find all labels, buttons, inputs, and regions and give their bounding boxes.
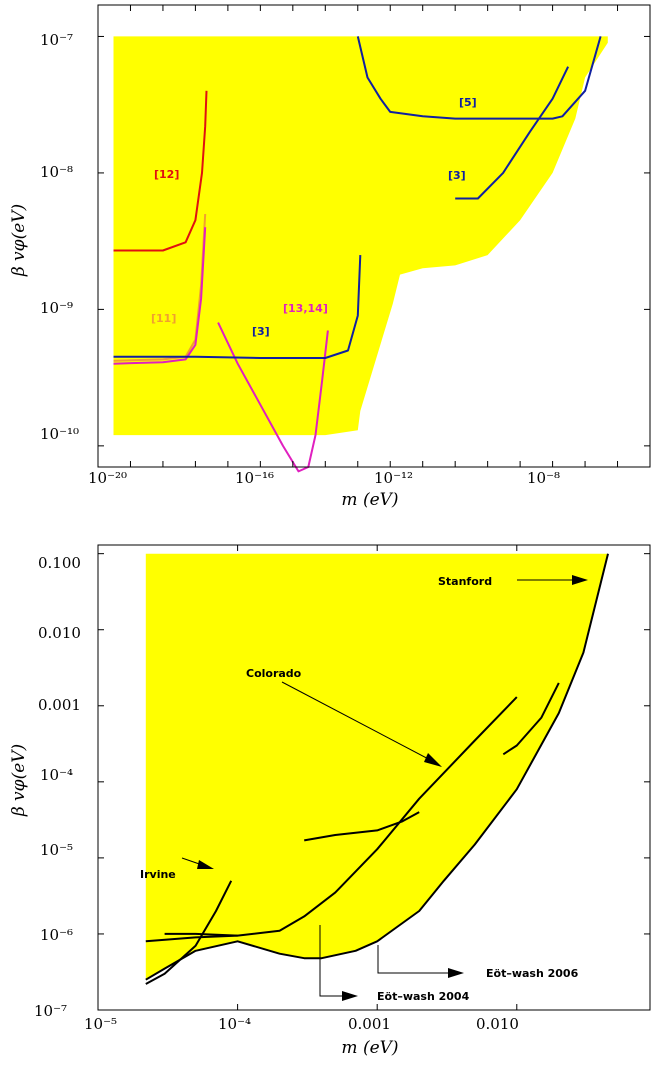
top-series-line-2 <box>113 227 207 365</box>
top-series-line-3 <box>217 322 329 473</box>
top-excluded-polygon <box>113 36 608 436</box>
top-series-line-4 <box>113 255 362 359</box>
bottom-series-line-5 <box>502 682 560 756</box>
arrow-eotwash-2004 <box>319 925 344 997</box>
bottom-panel: 10⁻⁵ 10⁻⁴ 0.001 0.010 10⁻⁷ 10⁻⁶ 10⁻⁵ 10⁻… <box>9 544 651 1058</box>
bottom-frame <box>97 544 651 1011</box>
bottom-series-line-0 <box>145 880 233 985</box>
label-ref-5: [5] <box>459 96 477 109</box>
bottom-xtick-1: 10⁻⁴ <box>218 1015 251 1033</box>
top-xlabel: m (eV) <box>341 490 398 510</box>
bottom-ytick-4: 0.001 <box>38 696 81 714</box>
bottom-ytick-6: 0.100 <box>38 554 81 572</box>
bottom-ytick-0: 10⁻⁷ <box>34 1002 67 1020</box>
bottom-ytick-1: 10⁻⁶ <box>40 926 73 944</box>
arrow-eotwash-2006 <box>377 945 450 974</box>
top-ytick-1: 10⁻⁹ <box>40 299 73 317</box>
bottom-series-line-4 <box>164 932 238 937</box>
bottom-series-line-1 <box>145 696 518 943</box>
top-series-line-6 <box>356 36 602 120</box>
top-ylabel: β vφ(eV) <box>9 204 29 277</box>
bottom-ylabel: β vφ(eV) <box>9 744 29 817</box>
label-eotwash-2004: Eöt–wash 2004 <box>377 990 470 1003</box>
bottom-ytick-5: 0.010 <box>38 624 81 642</box>
label-ref-3-right: [3] <box>448 169 466 182</box>
bottom-ticks <box>97 545 650 1011</box>
arrowhead-stanford <box>572 575 588 585</box>
label-ref-3-left: [3] <box>252 325 270 338</box>
top-xtick-3: 10⁻⁸ <box>527 469 560 487</box>
bottom-xtick-2: 0.001 <box>348 1015 391 1033</box>
label-eotwash-2006: Eöt–wash 2006 <box>486 967 579 980</box>
bottom-series-line-2 <box>145 553 609 981</box>
bottom-series-line-3 <box>304 811 420 842</box>
bottom-ytick-2: 10⁻⁵ <box>40 841 73 859</box>
bottom-xtick-0: 10⁻⁵ <box>84 1015 117 1033</box>
bottom-xtick-3: 0.010 <box>476 1015 519 1033</box>
top-excluded-region <box>113 36 608 436</box>
bottom-excluded-region <box>145 553 609 980</box>
bottom-ytick-3: 10⁻⁴ <box>40 766 73 784</box>
top-series-line-0 <box>113 90 208 252</box>
arrowhead-eotwash-2004 <box>342 991 358 1001</box>
bottom-xlabel: m (eV) <box>341 1038 398 1058</box>
arrowhead-irvine <box>197 860 214 869</box>
top-ytick-0: 10⁻¹⁰ <box>40 425 79 443</box>
label-ref-13-14: [13,14] <box>283 302 328 315</box>
top-series-line-5 <box>455 66 569 200</box>
bottom-excluded-polygon <box>145 553 609 980</box>
top-ytick-3: 10⁻⁷ <box>40 31 73 49</box>
top-xtick-0: 10⁻²⁰ <box>88 469 127 487</box>
label-ref-11: [11] <box>151 312 176 325</box>
label-ref-12: [12] <box>154 168 179 181</box>
top-xtick-1: 10⁻¹⁶ <box>235 469 274 487</box>
top-frame <box>97 4 651 468</box>
top-panel: 10⁻²⁰ 10⁻¹⁶ 10⁻¹² 10⁻⁸ 10⁻¹⁰ 10⁻⁹ 10⁻⁸ 1… <box>9 4 651 510</box>
top-series-group <box>113 36 602 473</box>
arrowhead-eotwash-2006 <box>448 968 464 978</box>
arrow-colorado <box>281 681 437 764</box>
top-ytick-2: 10⁻⁸ <box>40 163 73 181</box>
bottom-series-group <box>145 553 609 985</box>
arrowhead-colorado <box>424 753 442 767</box>
top-xtick-2: 10⁻¹² <box>374 469 413 487</box>
label-colorado: Colorado <box>246 667 302 680</box>
label-irvine: Irvine <box>140 868 176 881</box>
label-stanford: Stanford <box>438 575 492 588</box>
top-ticks <box>97 5 651 467</box>
